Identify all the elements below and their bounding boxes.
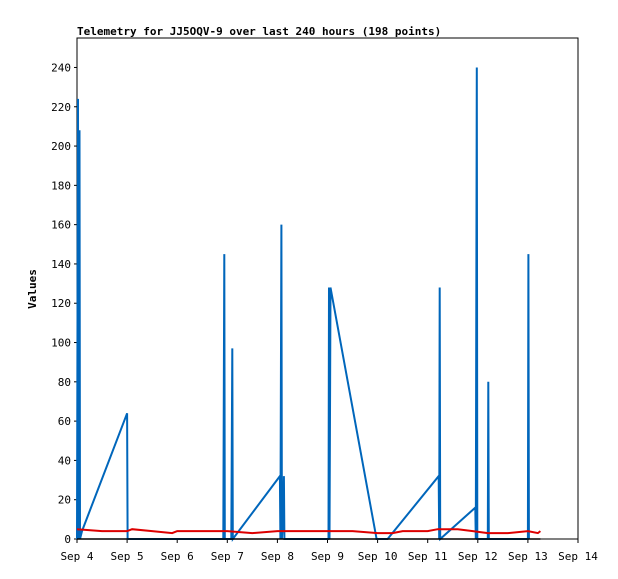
- plot-frame: [76, 37, 579, 540]
- y-tick-label: 180: [51, 179, 71, 192]
- y-tick-label: 220: [51, 101, 71, 114]
- y-tick-label: 240: [51, 61, 71, 74]
- x-tick-label: Sep 6: [161, 550, 194, 563]
- y-tick-label: 100: [51, 337, 71, 350]
- x-tick-label: Sep 12: [458, 550, 498, 563]
- y-tick-label: 140: [51, 258, 71, 271]
- y-tick-label: 120: [51, 297, 71, 310]
- x-tick-label: Sep 9: [311, 550, 344, 563]
- y-tick-label: 80: [58, 376, 71, 389]
- chart-title: Telemetry for JJ5OQV-9 over last 240 hou…: [77, 25, 441, 38]
- series-line-1: [76, 67, 530, 542]
- y-tick-label: 200: [51, 140, 71, 153]
- x-tick-label: Sep 4: [60, 550, 93, 563]
- y-tick-label: 60: [58, 415, 71, 428]
- series-layer: [76, 67, 542, 542]
- y-tick-label: 40: [58, 454, 71, 467]
- x-tick-label: Sep 11: [408, 550, 448, 563]
- y-axis: 0 20 40 60 80 100 120 140 160 180 200 220 240: [51, 61, 77, 546]
- x-tick-label: Sep 8: [261, 550, 294, 563]
- y-tick-label: 20: [58, 494, 71, 507]
- x-tick-label: Sep 7: [211, 550, 244, 563]
- x-tick-label: Sep 14: [558, 550, 598, 563]
- y-tick-label: 0: [64, 533, 71, 546]
- x-tick-label: Sep 5: [111, 550, 144, 563]
- y-tick-label: 160: [51, 219, 71, 232]
- x-tick-label: Sep 10: [358, 550, 398, 563]
- x-tick-label: Sep 13: [508, 550, 548, 563]
- y-axis-label: Values: [26, 269, 39, 309]
- x-axis: Sep 4 Sep 5 Sep 6 Sep 7 Sep 8 Sep 9 Sep 10 Sep …: [60, 539, 598, 563]
- series-line-2: [76, 528, 542, 535]
